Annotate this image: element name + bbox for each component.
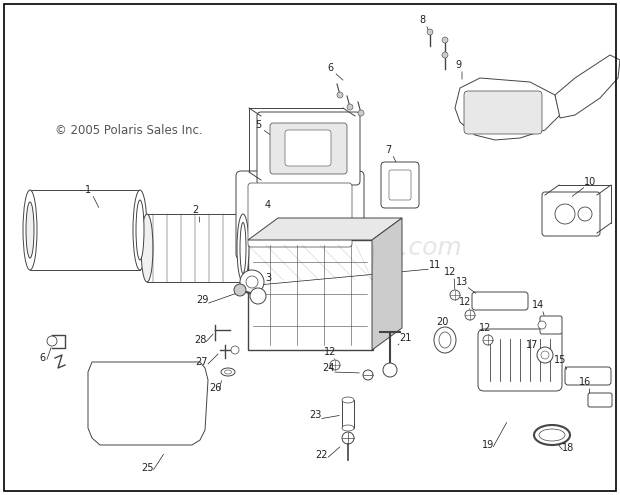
Text: 12: 12	[324, 347, 336, 357]
Circle shape	[47, 336, 57, 346]
Bar	[30, 190, 140, 270]
Circle shape	[250, 288, 266, 304]
Text: 6: 6	[39, 353, 45, 363]
Text: 11: 11	[429, 260, 441, 270]
Text: 16: 16	[579, 377, 591, 387]
Text: 29: 29	[196, 295, 208, 305]
FancyBboxPatch shape	[285, 130, 331, 166]
Text: 6: 6	[327, 63, 333, 73]
Circle shape	[234, 284, 246, 296]
Text: 5: 5	[255, 120, 261, 130]
Ellipse shape	[439, 332, 451, 348]
Circle shape	[442, 52, 448, 58]
Polygon shape	[372, 218, 402, 350]
Text: 20: 20	[436, 317, 448, 327]
FancyBboxPatch shape	[542, 192, 600, 236]
Circle shape	[555, 204, 575, 224]
Ellipse shape	[539, 429, 565, 441]
FancyBboxPatch shape	[472, 292, 528, 310]
Text: 24: 24	[322, 363, 334, 373]
FancyBboxPatch shape	[540, 316, 562, 334]
Circle shape	[363, 370, 373, 380]
Ellipse shape	[136, 200, 144, 260]
Circle shape	[442, 37, 448, 43]
Text: 3: 3	[265, 273, 271, 283]
FancyBboxPatch shape	[248, 183, 352, 247]
Ellipse shape	[224, 370, 231, 374]
Bar	[147, 214, 243, 282]
Circle shape	[465, 310, 475, 320]
Circle shape	[342, 432, 354, 444]
Ellipse shape	[342, 397, 354, 403]
Text: 21: 21	[399, 333, 411, 343]
Text: 10: 10	[584, 177, 596, 187]
Circle shape	[330, 360, 340, 370]
Ellipse shape	[26, 202, 34, 258]
Polygon shape	[455, 78, 560, 140]
Circle shape	[240, 270, 264, 294]
Circle shape	[578, 207, 592, 221]
Text: 26: 26	[209, 383, 221, 393]
Text: 7: 7	[385, 145, 391, 155]
Text: 13: 13	[456, 277, 468, 287]
Ellipse shape	[240, 222, 246, 274]
FancyBboxPatch shape	[389, 170, 411, 200]
Text: eReplacementParts.com: eReplacementParts.com	[157, 236, 463, 260]
Text: 28: 28	[194, 335, 206, 345]
FancyBboxPatch shape	[565, 367, 611, 385]
Ellipse shape	[23, 190, 37, 270]
Circle shape	[483, 335, 493, 345]
Text: 12: 12	[444, 267, 456, 277]
Text: 8: 8	[419, 15, 425, 25]
Text: 17: 17	[526, 340, 538, 350]
Circle shape	[337, 92, 343, 98]
FancyBboxPatch shape	[236, 171, 364, 259]
FancyBboxPatch shape	[270, 123, 347, 174]
Text: 19: 19	[482, 440, 494, 450]
Text: 27: 27	[196, 357, 208, 367]
Ellipse shape	[342, 425, 354, 431]
Text: 14: 14	[532, 300, 544, 310]
Circle shape	[538, 321, 546, 329]
Text: 23: 23	[309, 410, 321, 420]
Polygon shape	[248, 218, 402, 240]
Text: 18: 18	[562, 443, 574, 453]
Circle shape	[347, 104, 353, 110]
Text: 12: 12	[479, 323, 491, 333]
Text: 12: 12	[459, 297, 471, 307]
Text: 1: 1	[85, 185, 91, 195]
Circle shape	[231, 346, 239, 354]
Ellipse shape	[133, 190, 147, 270]
FancyBboxPatch shape	[257, 112, 360, 185]
FancyBboxPatch shape	[381, 162, 419, 208]
Circle shape	[246, 276, 258, 288]
Text: 4: 4	[265, 200, 271, 210]
Circle shape	[427, 29, 433, 35]
Polygon shape	[88, 362, 208, 445]
Text: 22: 22	[316, 450, 328, 460]
FancyBboxPatch shape	[478, 329, 562, 391]
Circle shape	[358, 110, 364, 116]
Ellipse shape	[534, 425, 570, 445]
Text: © 2005 Polaris Sales Inc.: © 2005 Polaris Sales Inc.	[55, 123, 203, 137]
Text: 2: 2	[192, 205, 198, 215]
Text: 9: 9	[455, 60, 461, 70]
Circle shape	[541, 351, 549, 359]
FancyBboxPatch shape	[588, 393, 612, 407]
Circle shape	[450, 290, 460, 300]
Text: 25: 25	[142, 463, 154, 473]
Ellipse shape	[434, 327, 456, 353]
Ellipse shape	[237, 214, 249, 282]
FancyBboxPatch shape	[464, 91, 542, 134]
Text: 15: 15	[554, 355, 566, 365]
Circle shape	[537, 347, 553, 363]
Bar	[248, 240, 373, 350]
Ellipse shape	[141, 214, 153, 282]
Ellipse shape	[221, 368, 235, 376]
Circle shape	[383, 363, 397, 377]
Polygon shape	[555, 55, 620, 118]
Bar	[342, 400, 354, 428]
